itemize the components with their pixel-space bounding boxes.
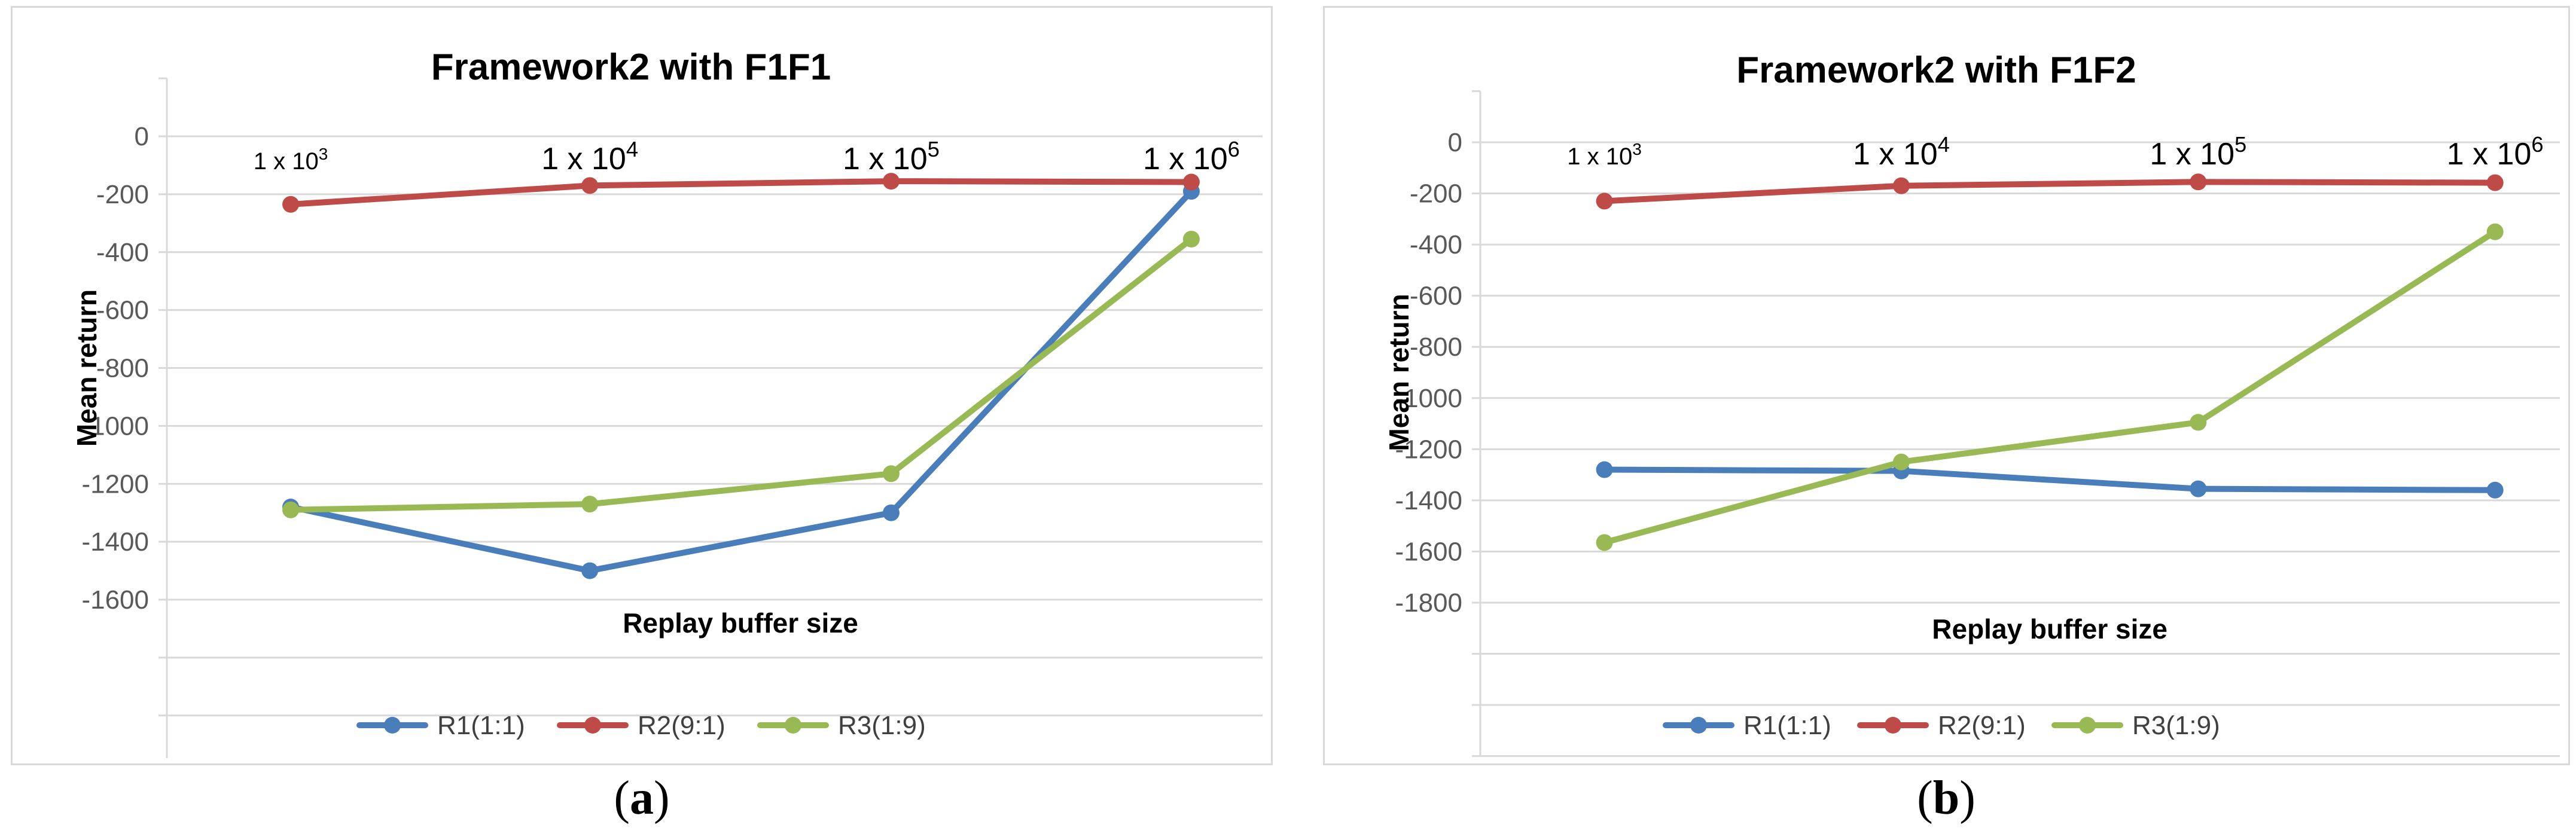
- y-tick-label: -800: [1410, 332, 1462, 362]
- legend-label: R2(9:1): [1938, 711, 2026, 740]
- data-point: [2486, 223, 2504, 240]
- x-category-label: 1 x 104: [541, 137, 638, 176]
- y-tick-label: -400: [96, 238, 149, 267]
- x-category-label: 1 x 105: [2150, 132, 2246, 172]
- legend-marker: [584, 717, 601, 734]
- y-axis-label: Mean return: [1383, 294, 1414, 451]
- y-tick-label: -200: [1410, 179, 1462, 209]
- series-line-3: [288, 236, 1194, 513]
- data-point: [581, 562, 599, 579]
- chart-title: Framework2 with F1F2: [1736, 50, 2136, 91]
- x-axis-label: Replay buffer size: [623, 607, 858, 639]
- data-point: [1182, 173, 1200, 191]
- data-point: [1596, 461, 1613, 478]
- line-chart-a: 0 -200 -400 -600 -800 -1000 -1200 -1400 -1600 Fra…: [71, 47, 1263, 758]
- data-point: [1596, 193, 1613, 210]
- data-point: [581, 177, 599, 194]
- data-point: [1892, 453, 1910, 471]
- y-tick-label: -1000: [81, 411, 149, 441]
- legend-label: R2(9:1): [638, 711, 725, 740]
- legend-label: R1(1:1): [1743, 711, 1831, 740]
- series-line-2: [288, 178, 1194, 207]
- x-category-label: 1 x 103: [1567, 140, 1642, 170]
- data-point: [882, 173, 900, 190]
- data-point: [2190, 173, 2207, 191]
- data-point: [1182, 230, 1200, 248]
- figure-caption-b: (b): [1917, 772, 1976, 824]
- legend-marker: [1885, 717, 1901, 734]
- y-tick-label: 0: [135, 122, 149, 151]
- figure-caption-a: (a): [614, 772, 670, 824]
- data-point: [2486, 481, 2504, 499]
- data-point: [581, 496, 599, 513]
- data-point: [882, 504, 900, 521]
- y-tick-label: -1000: [1395, 384, 1462, 413]
- y-tick-label: -400: [1410, 230, 1462, 259]
- x-category-label: 1 x 103: [254, 145, 328, 175]
- x-category-label: 1 x 104: [1853, 132, 1950, 172]
- data-point: [282, 196, 300, 213]
- y-tick-label: -600: [1410, 282, 1462, 311]
- y-axis-label: Mean return: [71, 289, 102, 447]
- y-tick-label: 0: [1448, 128, 1462, 157]
- series-line-3: [1601, 228, 2498, 546]
- x-axis-label: Replay buffer size: [1932, 613, 2168, 644]
- y-tick-label: -1400: [81, 527, 149, 557]
- y-tick-label: -1400: [1395, 486, 1462, 515]
- y-tick-label: -1200: [1395, 435, 1462, 464]
- x-category-label: 1 x 106: [2447, 132, 2544, 172]
- data-point: [2190, 480, 2207, 497]
- chart-title: Framework2 with F1F1: [431, 47, 831, 88]
- legend-marker: [384, 717, 401, 734]
- data-point: [1892, 177, 1910, 194]
- series-line-1: [288, 188, 1194, 574]
- y-tick-label: -1600: [1395, 537, 1462, 566]
- legend-marker: [1690, 717, 1707, 734]
- data-point: [282, 501, 300, 518]
- y-tick-label: -600: [96, 296, 149, 325]
- y-tick-label: -1800: [1395, 588, 1462, 618]
- x-category-label: 1 x 105: [843, 137, 940, 176]
- y-tick-label: -800: [96, 354, 149, 383]
- data-point: [1596, 534, 1613, 551]
- legend-label: R3(1:9): [838, 711, 926, 740]
- line-chart-b: 0 -200 -400 -600 -800 -1000 -1200 -1400 -1600 -18…: [1383, 50, 2560, 757]
- data-point: [2190, 414, 2207, 431]
- legend-marker: [2079, 717, 2096, 734]
- y-tick-label: -1200: [81, 469, 149, 499]
- chart-panel-a: 0 -200 -400 -600 -800 -1000 -1200 -1400 -1600 Fra…: [11, 6, 1273, 765]
- legend-label: R1(1:1): [437, 711, 525, 740]
- chart-panel-b: 0 -200 -400 -600 -800 -1000 -1200 -1400 -1600 -18…: [1323, 6, 2570, 765]
- series-line-1: [1601, 466, 2498, 493]
- data-point: [882, 465, 900, 482]
- y-tick-label: -1600: [81, 585, 149, 615]
- data-point: [2486, 174, 2504, 191]
- y-tick-label: -200: [96, 180, 149, 209]
- x-category-label: 1 x 106: [1143, 137, 1240, 176]
- series-line-2: [1601, 179, 2498, 204]
- legend-marker: [785, 717, 801, 734]
- legend-label: R3(1:9): [2132, 711, 2220, 740]
